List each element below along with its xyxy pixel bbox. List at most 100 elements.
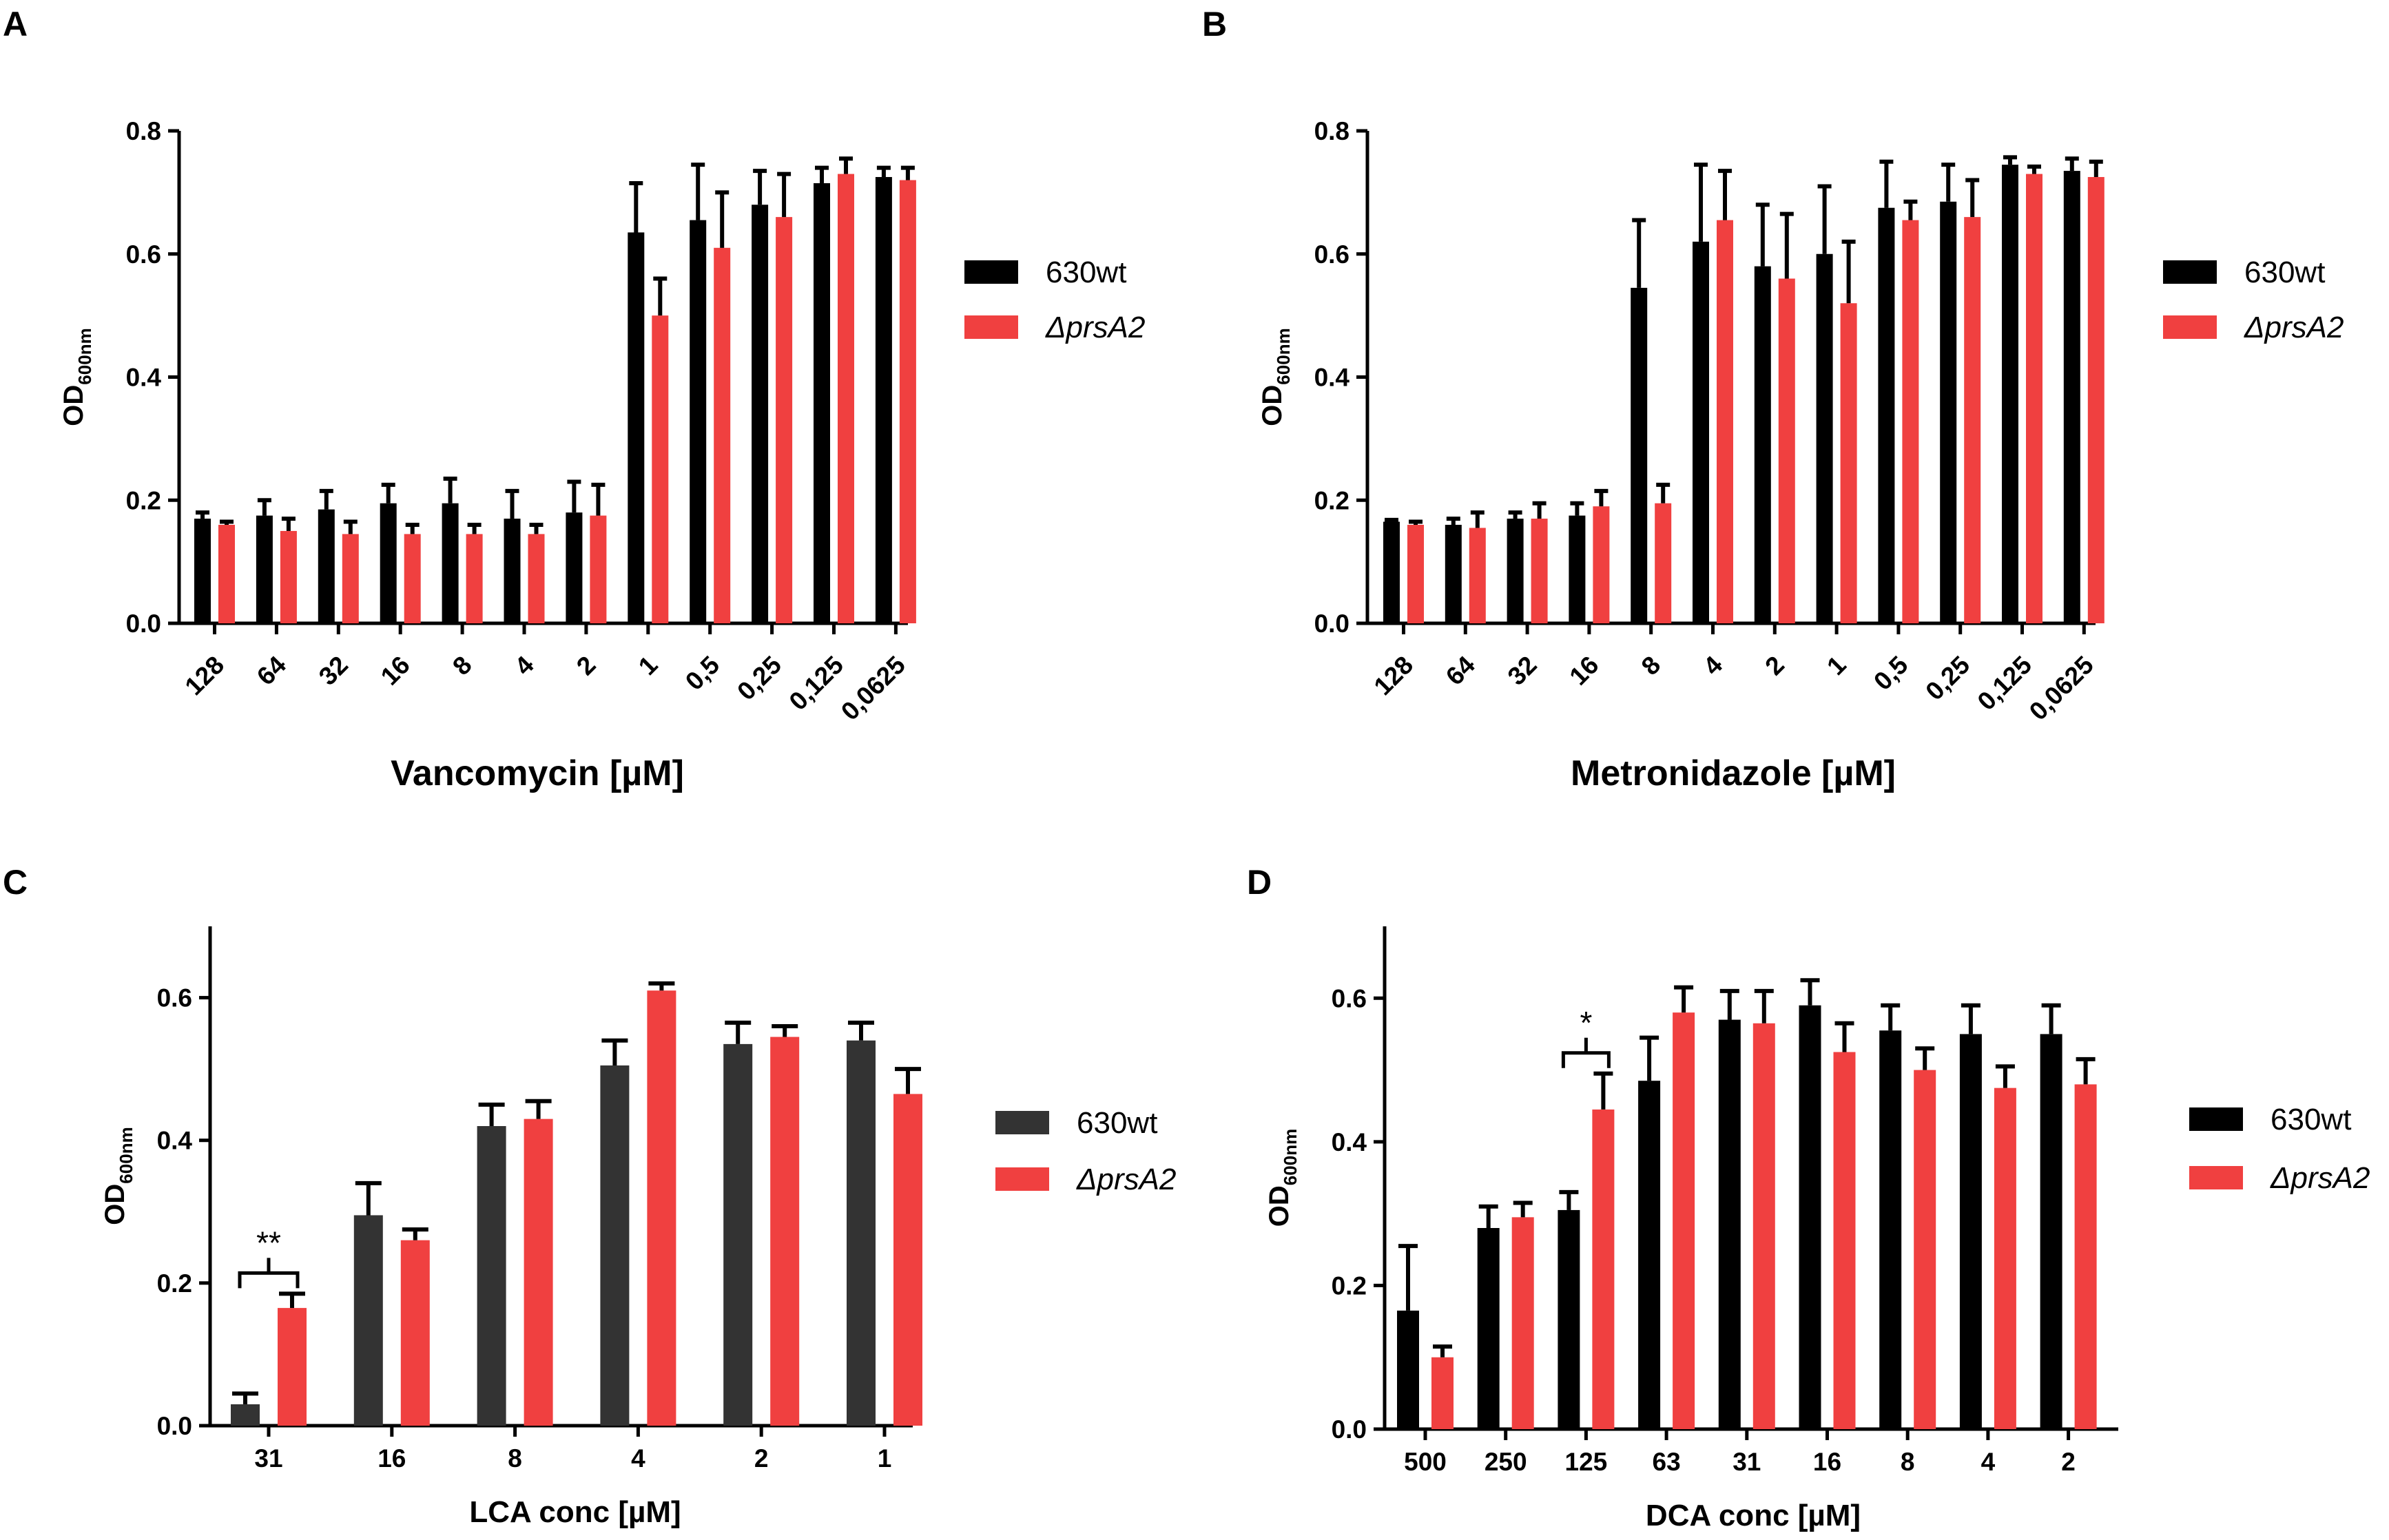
bar-prsa2 xyxy=(590,515,607,623)
x-axis-label: DCA conc [µM] xyxy=(1646,1499,1861,1532)
significance-marker: * xyxy=(1580,1005,1592,1041)
bar-prsa2 xyxy=(1407,525,1424,623)
legend: 630wt ΔprsA2 xyxy=(2189,1103,2370,1195)
x-tick-label: 500 xyxy=(1404,1448,1447,1476)
legend-swatch-prsa2 xyxy=(2163,315,2217,339)
y-tick-label: 0.6 xyxy=(1332,984,1367,1012)
bar-prsa2 xyxy=(218,525,235,623)
x-tick-label: 64 xyxy=(251,650,291,690)
legend-swatch-wt xyxy=(995,1111,1049,1134)
significance-marker: ** xyxy=(256,1225,281,1260)
legend-swatch-prsa2 xyxy=(2189,1166,2243,1189)
x-tick-label: 8 xyxy=(1636,651,1666,681)
chart-panel-c: C 0.0 0.2 0.4 0.6 OD600nm 31 16 8 4 2 1 LCA conc [µM… xyxy=(3,863,1176,1529)
y-axis-label-main: OD xyxy=(1257,385,1287,426)
legend-label-prsa2: ΔprsA2 xyxy=(1076,1163,1176,1196)
y-tick-label: 0.8 xyxy=(126,117,161,145)
bar-prsa2 xyxy=(1717,220,1733,623)
panel-letter: B xyxy=(1202,5,1227,43)
x-tick-label: 128 xyxy=(1369,651,1419,701)
bar-wt xyxy=(875,177,892,623)
chart-panel-d: D 0.0 0.2 0.4 0.6 OD600nm 500 250 125 63 31 16 8 4 2 DC… xyxy=(1247,863,2370,1532)
bar-prsa2 xyxy=(280,530,297,623)
legend-swatch-wt xyxy=(964,260,1018,284)
bar-wt xyxy=(256,515,273,623)
bar-prsa2 xyxy=(1994,1088,2016,1429)
x-tick-label: 0,5 xyxy=(680,651,725,696)
legend-swatch-prsa2 xyxy=(964,315,1018,339)
bar-prsa2 xyxy=(1593,506,1610,623)
panel-letter: A xyxy=(3,5,28,43)
bar-prsa2 xyxy=(1833,1052,1856,1429)
bar-wt xyxy=(628,232,645,623)
legend-label-wt: 630wt xyxy=(2244,256,2325,289)
y-tick-label: 0.2 xyxy=(1332,1271,1367,1300)
bar-prsa2 xyxy=(1531,519,1548,623)
bar-wt xyxy=(566,512,583,623)
y-tick-label: 0.8 xyxy=(1314,117,1349,145)
bar-prsa2 xyxy=(1511,1217,1534,1429)
legend-swatch-wt xyxy=(2163,260,2217,284)
bar-wt xyxy=(477,1126,506,1426)
legend-label-prsa2: ΔprsA2 xyxy=(2270,1161,2370,1195)
y-tick-label: 0.0 xyxy=(126,610,161,638)
x-tick-label: 16 xyxy=(1564,651,1604,691)
bar-wt xyxy=(353,1215,383,1426)
y-tick-label: 0.4 xyxy=(1332,1128,1367,1156)
y-axis-label-main: OD xyxy=(59,385,89,426)
x-tick-label: 1 xyxy=(1821,651,1852,681)
legend-label-prsa2: ΔprsA2 xyxy=(2244,311,2344,344)
x-tick-label: 125 xyxy=(1565,1448,1608,1476)
y-tick-label: 0.6 xyxy=(157,984,192,1012)
x-axis-label: LCA conc [µM] xyxy=(469,1495,681,1529)
bar-prsa2 xyxy=(647,990,676,1426)
bar-wt xyxy=(600,1065,630,1426)
x-tick-label: 8 xyxy=(1901,1448,1915,1476)
bar-prsa2 xyxy=(400,1240,430,1426)
y-tick-label: 0.6 xyxy=(126,240,161,269)
x-tick-label: 4 xyxy=(509,650,539,680)
bar-wt xyxy=(814,183,830,623)
bar-wt xyxy=(1693,241,1709,623)
x-tick-label: 1 xyxy=(878,1444,892,1473)
y-axis-label-main: OD xyxy=(100,1184,130,1225)
y-axis-label-subscript: 600nm xyxy=(74,328,95,384)
bar-wt xyxy=(690,220,707,623)
x-tick-label: 32 xyxy=(1502,651,1542,691)
x-tick-label: 64 xyxy=(1440,650,1480,690)
bar-prsa2 xyxy=(1778,278,1795,623)
y-axis-label: OD600nm xyxy=(100,1127,136,1225)
panel-letter: C xyxy=(3,863,28,902)
x-tick-label: 8 xyxy=(447,651,477,681)
bar-prsa2 xyxy=(2026,174,2042,623)
x-tick-label: 8 xyxy=(508,1444,522,1473)
legend-label-wt: 630wt xyxy=(1077,1106,1157,1140)
bar-prsa2 xyxy=(893,1094,922,1426)
legend: 630wt ΔprsA2 xyxy=(2163,256,2344,344)
bar-prsa2 xyxy=(1655,503,1672,623)
legend-label-prsa2: ΔprsA2 xyxy=(1045,311,1145,344)
x-tick-label: 128 xyxy=(180,651,230,701)
bar-prsa2 xyxy=(1752,1023,1775,1429)
bar-wt xyxy=(1816,253,1833,623)
bar-wt xyxy=(1799,1005,1821,1429)
bar-wt xyxy=(1878,207,1895,623)
bar-prsa2 xyxy=(1592,1109,1615,1429)
bar-wt xyxy=(2040,1034,2062,1429)
bar-prsa2 xyxy=(899,180,916,623)
bar-prsa2 xyxy=(652,315,669,623)
bar-wt xyxy=(1569,515,1586,623)
y-axis-label-subscript: 600nm xyxy=(1273,328,1294,384)
bar-prsa2 xyxy=(2087,177,2104,623)
x-tick-label: 0,25 xyxy=(732,651,787,706)
y-axis-label: OD600nm xyxy=(1257,328,1294,426)
bar-wt xyxy=(504,519,521,623)
bar-wt xyxy=(1558,1209,1580,1429)
x-axis-label: Metronidazole [µM] xyxy=(1571,753,1896,793)
x-tick-label: 250 xyxy=(1485,1448,1527,1476)
bar-wt xyxy=(1959,1034,1982,1429)
bar-prsa2 xyxy=(528,534,545,623)
